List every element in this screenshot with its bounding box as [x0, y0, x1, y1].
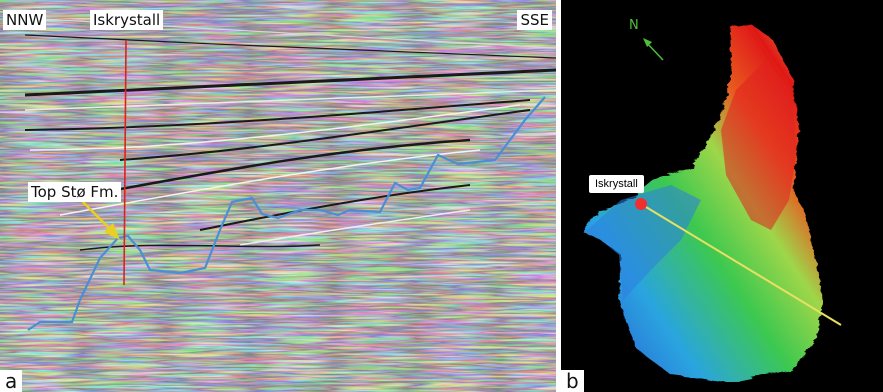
panel-letter-a: a [0, 370, 23, 392]
north-label: N [629, 18, 639, 33]
seismic-image [0, 0, 556, 392]
label-sse: SSE [517, 10, 552, 30]
well-trajectory-line [123, 39, 127, 286]
surface-map-panel: N Iskrystall b [561, 0, 883, 392]
section-line [640, 203, 842, 326]
label-well-iskrystall: Iskrystall [90, 10, 164, 30]
formation-arrow [77, 196, 115, 234]
panel-letter-b: b [561, 370, 584, 392]
label-top-sto: Top Stø Fm. [28, 182, 122, 202]
surface-map-image [583, 24, 842, 382]
seismic-section-panel: NNW Iskrystall SSE Top Stø Fm. a [0, 0, 556, 392]
well-label-iskrystall: Iskrystall [589, 175, 644, 193]
top-sto-horizon-line [27, 96, 546, 331]
label-nnw: NNW [3, 10, 47, 30]
well-location-marker [635, 198, 647, 210]
